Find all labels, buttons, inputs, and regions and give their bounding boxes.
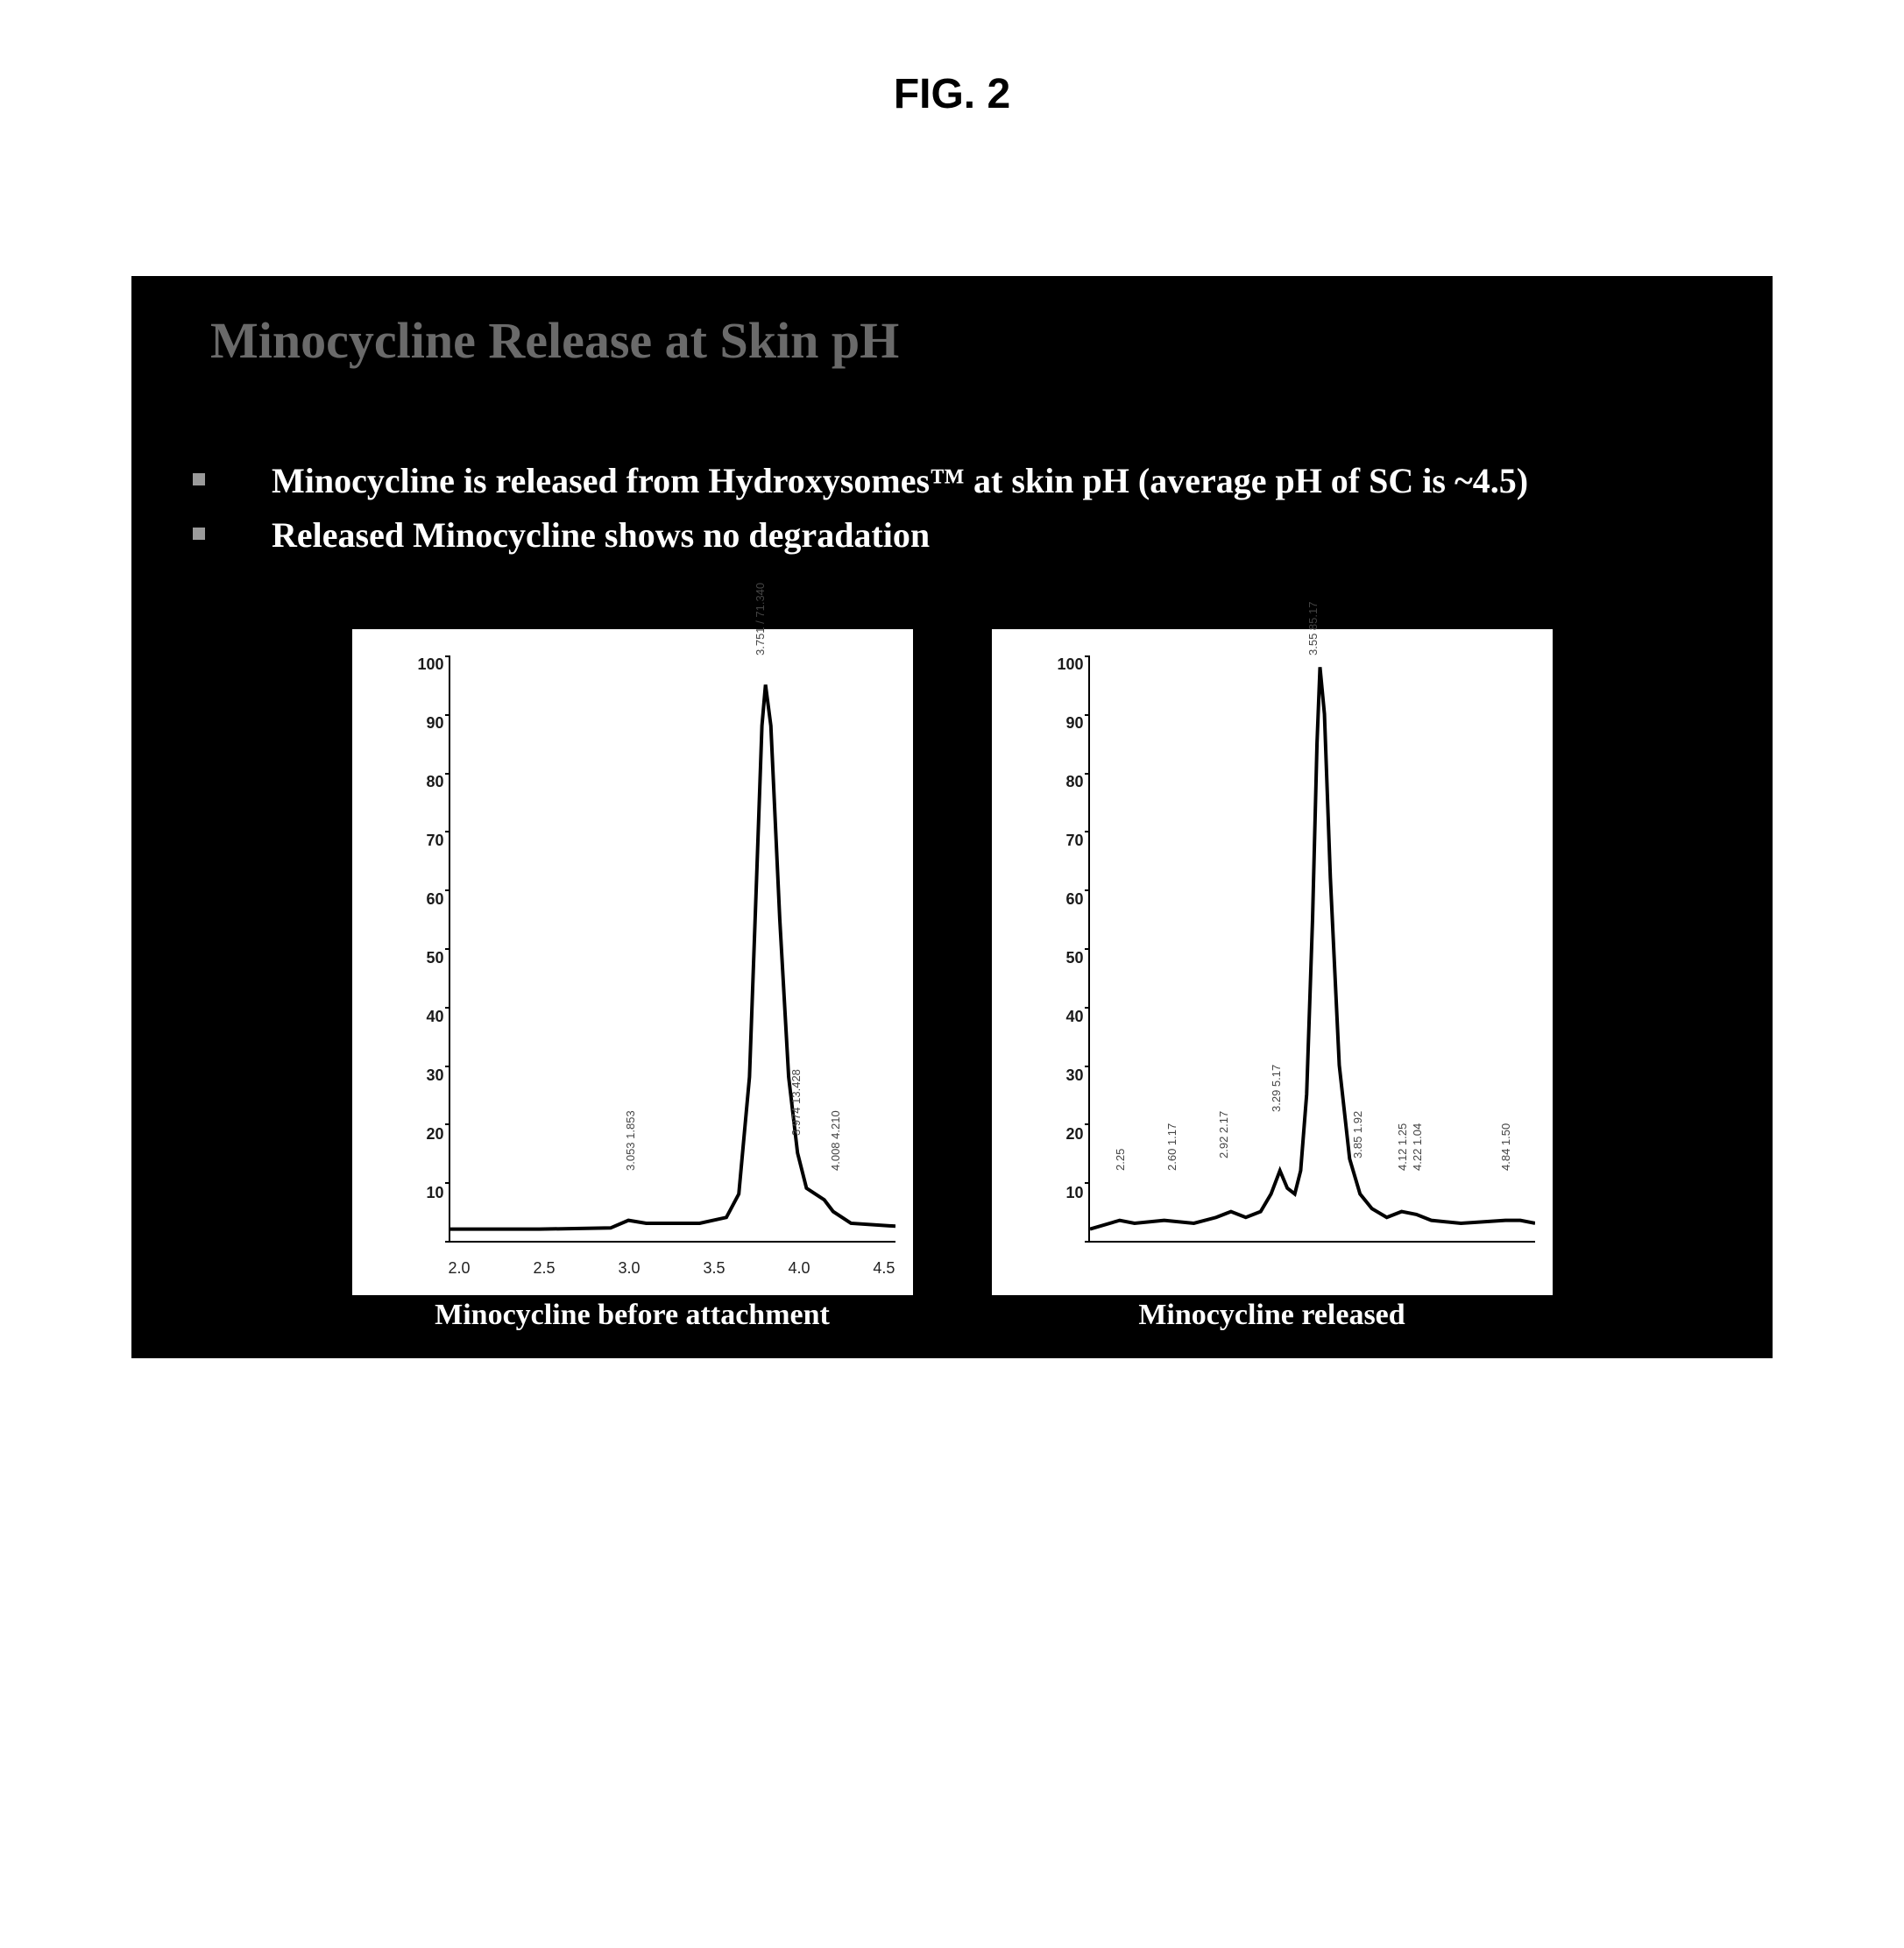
plot-area: 2.252.60 1.172.92 2.173.29 5.173.55 85.1… [1088,655,1535,1243]
chromatogram-curve [1090,655,1535,1241]
bullet-item: Minocycline is released from Hydroxysome… [193,457,1729,505]
charts-row: 100908070605040302010 3.053 1.8533.751 /… [175,629,1729,1332]
peak-label: 4.008 4.210 [829,1110,842,1171]
bullet-item: Released Minocycline shows no degradatio… [193,512,1729,559]
peak-label: 3.974 13.428 [789,1069,803,1136]
figure-label: FIG. 2 [131,70,1773,118]
peak-label: 3.29 5.17 [1270,1065,1283,1112]
chart-left-block: 100908070605040302010 3.053 1.8533.751 /… [352,629,913,1332]
peak-label: 3.053 1.853 [624,1110,637,1171]
peak-label: 2.25 [1114,1149,1127,1171]
chart-caption-left: Minocycline before attachment [435,1299,830,1332]
x-axis-labels: 2.02.53.03.54.04.5 [449,1259,895,1278]
plot-area: 3.053 1.8533.751 / 71.3403.974 13.4284.0… [449,655,895,1243]
y-axis-labels: 100908070605040302010 [1036,655,1084,1243]
peak-label: 4.22 1.04 [1411,1123,1424,1171]
slide-title: Minocycline Release at Skin pH [210,311,1729,370]
peak-label: 3.55 85.17 [1306,602,1320,655]
bullet-list: Minocycline is released from Hydroxysome… [193,457,1729,559]
peak-label: 4.12 1.25 [1396,1123,1409,1171]
peak-label: 3.85 1.92 [1351,1111,1364,1158]
peak-label: 4.84 1.50 [1499,1123,1512,1171]
peak-label: 2.92 2.17 [1217,1111,1230,1158]
peak-label: 3.751 / 71.340 [754,583,767,655]
slide-panel: Minocycline Release at Skin pH Minocycli… [131,276,1773,1358]
peak-label: 2.60 1.17 [1165,1123,1178,1171]
chart-caption-right: Minocycline released [1138,1299,1405,1332]
chromatogram-right: 100908070605040302010 2.25 2.60 1.17 2.92 … [992,629,1553,1295]
y-axis-labels: 100908070605040302010 [396,655,444,1243]
chromatogram-left: 100908070605040302010 3.053 1.8533.751 /… [352,629,913,1295]
chart-right-block: 100908070605040302010 2.25 2.60 1.17 2.92 … [992,629,1553,1332]
